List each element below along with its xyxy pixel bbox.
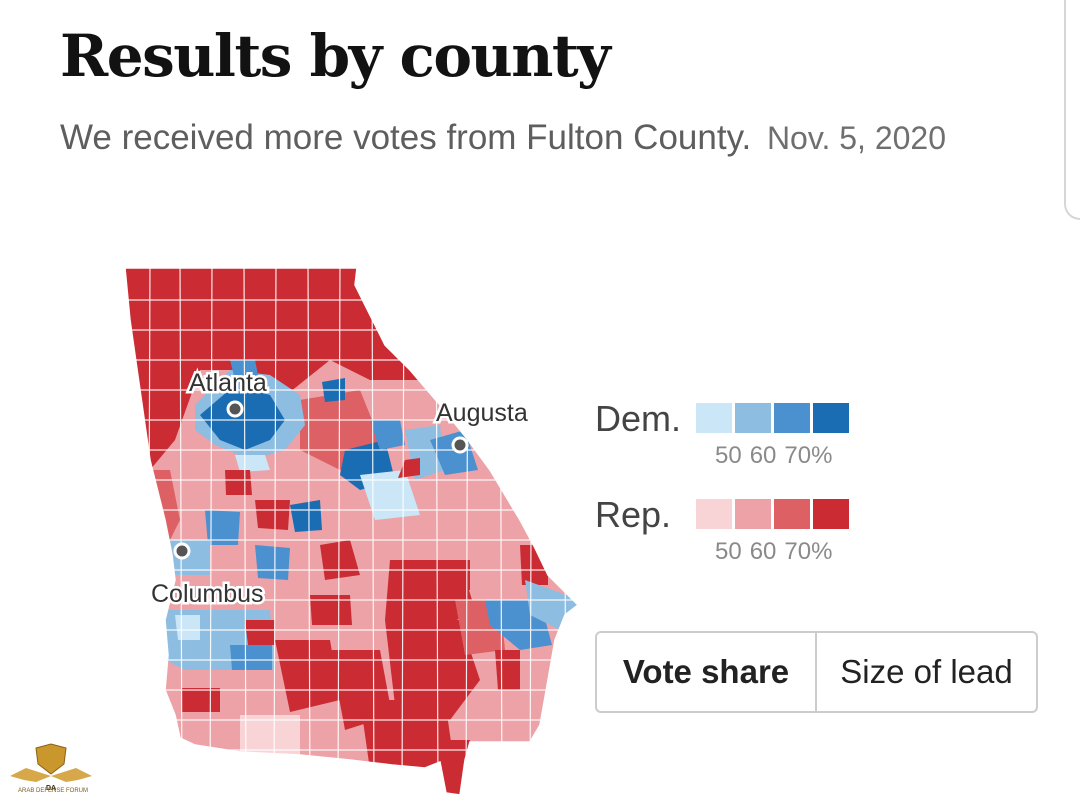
legend-swatch [813,403,849,433]
forum-logo-text: ARAB DEFENSE FORUM [17,788,88,794]
city-label-atlanta: Atlanta [189,369,267,397]
legend-tick: 60 [749,538,777,565]
legend-swatch [774,403,810,433]
page-subtitle: We received more votes from Fulton Count… [60,118,946,158]
legend-swatch [735,499,771,529]
legend-dem-scale [696,403,849,433]
legend-tick: 50 [715,538,742,565]
view-toggle[interactable]: Vote share Size of lead [595,631,1038,713]
city-marker-augusta [451,436,469,454]
size-of-lead-button[interactable]: Size of lead [840,653,1013,690]
forum-logo: DA [10,743,92,792]
page-title: Results by county [60,22,611,90]
legend-swatch [735,403,771,433]
legend-rep-ticks: 50 60 70% [715,538,832,566]
legend-tick: 70% [784,538,833,565]
vote-share-button[interactable]: Vote share [597,633,817,711]
city-label-augusta: Augusta [436,399,528,427]
city-atlanta[interactable]: Atlanta [187,367,269,418]
legend-swatch [696,403,732,433]
legend-rep-label: Rep. [595,494,672,535]
legend-swatch [774,499,810,529]
legend-tick: 60 [749,442,777,469]
legend-tick: 50 [715,442,742,469]
city-columbus[interactable]: Columbus [149,542,266,611]
subtitle-text: We received more votes from Fulton Count… [60,118,752,157]
svg-text:DA: DA [46,785,56,792]
state-outline [124,267,580,796]
legend-rep-scale [696,499,849,529]
legend-dem-ticks: 50 60 70% [715,442,832,470]
city-marker-atlanta [226,400,244,418]
update-date: Nov. 5, 2020 [766,120,947,156]
city-augusta[interactable]: Augusta [434,397,530,454]
legend-swatch [696,499,732,529]
city-marker-columbus [173,542,191,560]
legend-tick: 70% [784,442,833,469]
legend-swatch [813,499,849,529]
legend-dem-label: Dem. [595,398,682,439]
city-label-columbus: Columbus [151,580,264,608]
county-fill-layer [125,268,578,795]
